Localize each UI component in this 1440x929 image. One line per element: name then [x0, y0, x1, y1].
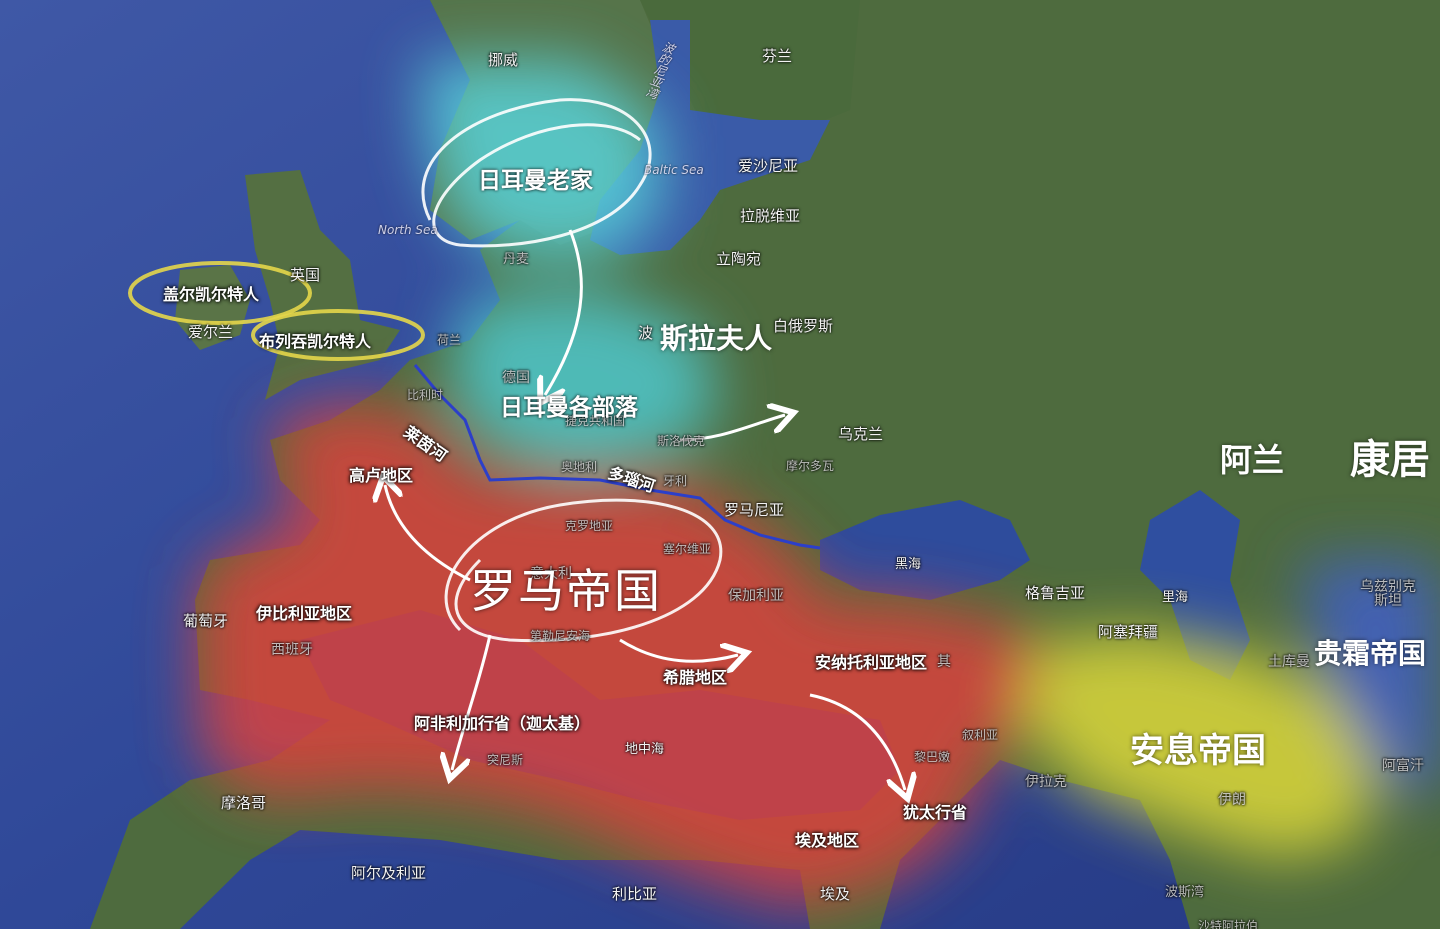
label-alans: 阿兰: [1220, 441, 1285, 479]
landmass-ireland: [175, 265, 250, 350]
label-algeria: 阿尔及利亚: [351, 864, 427, 882]
arrow-to-judea: [809, 693, 905, 790]
label-gaul: 高卢地区: [349, 466, 414, 485]
label-north-sea: North Sea: [378, 223, 438, 237]
label-syria: 叙利亚: [962, 728, 999, 742]
label-persian-gulf: 波斯湾: [1165, 885, 1205, 900]
label-romania: 罗马尼亚: [724, 501, 785, 519]
label-spain: 西班牙: [271, 642, 313, 658]
kushan-empire-overlay: [1300, 560, 1440, 800]
rhine-danube-border: [413, 364, 821, 550]
label-norway: 挪威: [488, 51, 519, 69]
arrow-to-gaul: [385, 485, 471, 582]
label-finland: 芬兰: [762, 47, 793, 65]
label-german-homeland: 日耳曼老家: [478, 168, 593, 194]
label-afghanistan: 阿富汗: [1382, 758, 1424, 774]
label-georgia: 格鲁吉亚: [1025, 584, 1086, 602]
label-egypt-country: 埃及: [820, 885, 851, 903]
label-gaelic-celts: 盖尔凯尔特人: [163, 285, 260, 304]
label-tunisia: 突尼斯: [487, 753, 524, 767]
label-portugal: 葡萄牙: [183, 612, 229, 630]
label-slovakia: 斯洛伐克: [657, 434, 706, 448]
label-ukraine: 乌克兰: [838, 425, 884, 443]
black-sea-water: [820, 500, 1030, 600]
roman-empire-circle: [444, 498, 723, 643]
label-greece: 希腊地区: [663, 668, 728, 687]
arrow-to-africa: [452, 634, 492, 770]
label-mediterranean: 地中海: [625, 742, 665, 757]
label-kushan-empire: 贵霜帝国: [1314, 637, 1427, 670]
arrow-homeland-to-tribes: [545, 229, 583, 395]
german-homeland-circle: [421, 98, 652, 248]
label-kangju: 康居: [1350, 437, 1430, 483]
label-anatolia: 安纳托利亚地区: [815, 653, 928, 672]
label-turkmenistan: 土库曼: [1268, 654, 1310, 670]
label-czech: 捷克共和国: [565, 414, 626, 428]
arrow-to-ukraine: [679, 415, 785, 442]
label-italy: 意大利: [530, 566, 572, 582]
label-africa-province: 阿非利加行省（迦太基）: [414, 714, 591, 733]
label-netherlands: 荷兰: [437, 333, 462, 347]
germanic-tribes-overlay: [450, 290, 720, 470]
gaelic-celts-circle: [128, 261, 312, 325]
arrow-to-greece: [619, 638, 738, 661]
label-hungary: 牙利: [663, 474, 688, 488]
label-roman-empire: 罗马帝国: [470, 564, 662, 618]
label-judea: 犹太行省: [903, 803, 968, 822]
label-iberia: 伊比利亚地区: [256, 604, 353, 623]
label-moldova: 摩尔多瓦: [786, 459, 835, 473]
label-serbia: 塞尔维亚: [663, 542, 712, 556]
label-slavs: 斯拉夫人: [660, 322, 773, 355]
label-libya: 利比亚: [612, 885, 658, 903]
landmass-britain: [245, 170, 400, 400]
label-saudi-arabia: 沙特阿拉伯: [1198, 919, 1259, 929]
label-iraq: 伊拉克: [1025, 774, 1067, 790]
brittonic-celts-circle: [251, 309, 425, 361]
label-denmark: 丹麦: [503, 252, 530, 267]
label-black-sea: 黑海: [895, 557, 922, 572]
label-egypt-region: 埃及地区: [795, 831, 860, 850]
label-bulgaria: 保加利亚: [728, 588, 784, 604]
label-brittonic-celts: 布列吞凯尔特人: [259, 332, 372, 351]
label-iran: 伊朗: [1218, 792, 1246, 808]
label-belgium: 比利时: [407, 388, 444, 402]
label-ireland: 爱尔兰: [188, 323, 234, 341]
label-estonia: 爱沙尼亚: [738, 157, 799, 175]
label-german-tribes: 日耳曼各部落: [500, 395, 638, 421]
label-tyrrhenian: 第勒尼安海: [530, 629, 591, 643]
label-uk: 英国: [290, 266, 321, 284]
germanic-homeland-overlay: [420, 60, 660, 260]
label-parthian-empire: 安息帝国: [1130, 731, 1266, 771]
label-austria: 奥地利: [561, 460, 598, 474]
label-turkey-fragment: 其: [937, 654, 951, 670]
caspian-sea-water: [1140, 490, 1250, 680]
label-latvia: 拉脱维亚: [740, 207, 801, 225]
roman-empire-overlay: [195, 400, 1040, 910]
label-lebanon: 黎巴嫩: [914, 750, 951, 764]
label-baltic-sea: Baltic Sea: [644, 163, 704, 177]
label-croatia: 克罗地亚: [565, 519, 614, 533]
label-morocco: 摩洛哥: [221, 794, 267, 812]
label-azerbaijan: 阿塞拜疆: [1098, 623, 1159, 641]
label-germany: 德国: [502, 370, 530, 386]
label-caspian-sea: 里海: [1162, 590, 1189, 605]
parthian-empire-overlay: [1020, 630, 1380, 860]
label-belarus: 白俄罗斯: [773, 317, 834, 335]
landmass-finland: [640, 0, 860, 140]
label-poland: 波: [638, 324, 654, 342]
label-lithuania: 立陶宛: [716, 250, 762, 268]
label-uzbekistan: 乌兹别克斯坦: [1360, 579, 1416, 609]
